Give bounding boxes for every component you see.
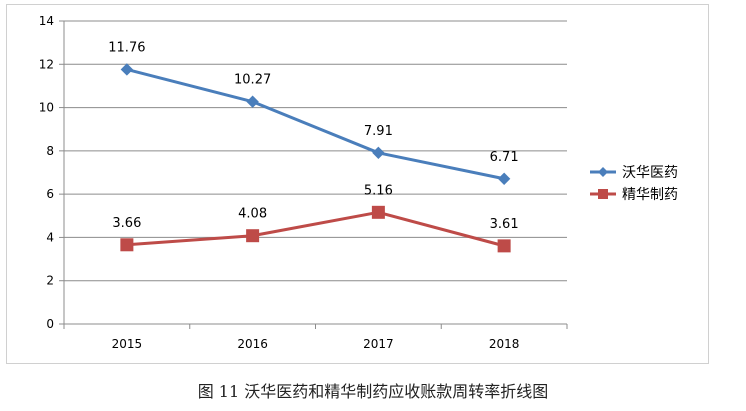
y-tick-label-12: 12: [39, 57, 54, 71]
legend-marker-1: [598, 189, 608, 199]
y-tick-label-6: 6: [46, 187, 54, 201]
series-1-point-2018: [497, 239, 511, 253]
series-1-point-2016: [246, 229, 260, 243]
series-0-point-2018: [497, 172, 511, 185]
legend-label-0: 沃华医药: [622, 165, 678, 181]
series-1-point-2015: [120, 238, 134, 252]
series-1-point-2017: [371, 205, 385, 219]
data-labels: 11.76 10.27 7.91 6.71 3.66 4.08 5.16 3.61: [108, 40, 518, 231]
y-tick-label-4: 4: [46, 230, 54, 244]
legend-label-1: 精华制药: [622, 187, 678, 203]
series-0-data-label-2017: 7.91: [364, 124, 393, 139]
legend-marker-0: [598, 167, 608, 177]
series-1-data-label-2018: 3.61: [490, 217, 519, 232]
x-tick-label-2016: 2016: [237, 337, 268, 351]
series-0-point-2017: [372, 146, 385, 160]
y-tick-label-0: 0: [46, 317, 54, 331]
series-1-data-label-2015: 3.66: [112, 216, 141, 231]
figure-caption: 图 11 沃华医药和精华制药应收账款周转率折线图: [197, 382, 549, 401]
series-0-data-label-2015: 11.76: [108, 40, 145, 55]
series-1-data-label-2017: 5.16: [364, 183, 393, 198]
y-tick-label-14: 14: [39, 14, 54, 28]
x-tick-label-2018: 2018: [489, 337, 520, 351]
series-line-0: [126, 68, 505, 181]
series-0-point-2016: [246, 95, 259, 108]
series-0-point-2015: [120, 63, 134, 76]
x-tick-label-2015: 2015: [112, 337, 143, 351]
y-tick-label-8: 8: [46, 144, 54, 158]
y-tick-label-10: 10: [39, 101, 54, 115]
gridlines: [64, 20, 567, 282]
series-line-1: [126, 210, 505, 248]
axes: 0 2 4 6 8 10 12 14 2015 2016 2017 2018: [39, 14, 568, 351]
series: [120, 63, 511, 253]
series-0-data-label-2016: 10.27: [234, 73, 271, 88]
x-tick-label-2017: 2017: [363, 337, 394, 351]
series-0-data-label-2018: 6.71: [490, 150, 519, 165]
y-tick-label-2: 2: [46, 274, 54, 288]
series-1-data-label-2016: 4.08: [238, 207, 267, 222]
line-chart: 0 2 4 6 8 10 12 14 2015 2016 2017 2018 11.76 10.27 7.…: [39, 14, 678, 351]
